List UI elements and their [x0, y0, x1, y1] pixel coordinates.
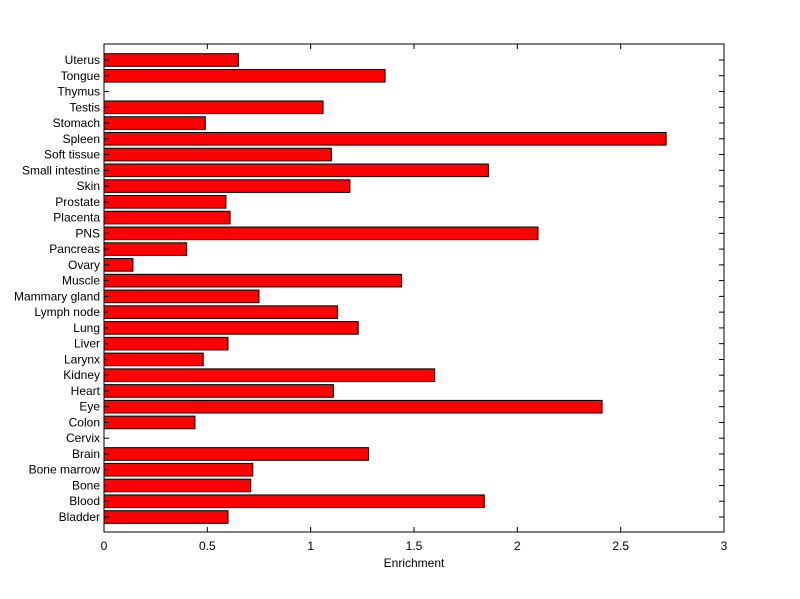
bar-eye [103, 399, 603, 414]
bar-bone [103, 478, 252, 493]
bar-stomach [103, 116, 206, 130]
bar-heart [103, 384, 334, 398]
y-tick-label: Blood [69, 494, 100, 508]
y-tick-label: Heart [71, 384, 101, 398]
bar-prostate [103, 195, 227, 209]
y-tick-label: Muscle [62, 274, 100, 288]
bar-tongue [103, 68, 386, 83]
bar-kidney [103, 368, 436, 382]
y-tick-label: Eye [79, 400, 100, 414]
y-tick-label: Bone [72, 478, 100, 492]
bar-larynx [103, 352, 204, 367]
x-tick-label: 1 [307, 539, 314, 553]
bar-lymph-node [103, 305, 339, 319]
bar-bone-marrow [103, 462, 254, 477]
bar-lung [103, 321, 359, 335]
y-tick-label: Thymus [57, 85, 100, 99]
y-tick-label: Larynx [64, 352, 100, 366]
bar-blood [103, 494, 485, 509]
y-tick-label: Colon [69, 415, 100, 429]
x-tick-label: 0.5 [199, 539, 216, 553]
y-tick-label: Soft tissue [44, 148, 100, 162]
y-tick-label: Bone marrow [29, 463, 101, 477]
bar-soft-tissue [103, 147, 332, 162]
bar-muscle [103, 273, 403, 288]
bar-spleen [103, 131, 667, 146]
bar-pns [103, 226, 539, 241]
bar-pancreas [103, 242, 188, 256]
plot-frame [103, 43, 725, 533]
y-tick-label: Cervix [66, 431, 100, 445]
bar-placenta [103, 210, 231, 225]
bar-bladder [103, 510, 229, 524]
y-tick-label: Lymph node [34, 305, 100, 319]
y-tick-label: Skin [77, 179, 100, 193]
y-tick-label: Uterus [65, 53, 100, 67]
bar-testis [103, 100, 324, 115]
bar-brain [103, 447, 370, 461]
y-tick-label: Lung [73, 321, 100, 335]
x-tick-label: 2.5 [612, 539, 629, 553]
y-tick-label: Bladder [59, 510, 100, 524]
y-tick-label: Ovary [68, 258, 100, 272]
y-tick-label: Spleen [63, 132, 100, 146]
y-tick-label: Pancreas [49, 242, 100, 256]
bar-mammary-gland [103, 289, 260, 304]
y-tick-label: Testis [69, 100, 100, 114]
bar-small-intestine [103, 163, 489, 178]
bar-skin [103, 179, 351, 193]
bar-colon [103, 415, 196, 430]
y-tick-label: Liver [74, 337, 100, 351]
y-tick-label: Brain [72, 447, 100, 461]
y-tick-label: Tongue [61, 69, 101, 83]
bar-liver [103, 336, 229, 351]
x-axis-label: Enrichment [384, 556, 445, 570]
y-tick-label: Prostate [55, 195, 100, 209]
y-tick-label: Placenta [53, 211, 100, 225]
y-tick-label: Stomach [53, 116, 100, 130]
x-tick-label: 1.5 [406, 539, 423, 553]
y-tick-label: Small intestine [22, 163, 100, 177]
bar-uterus [103, 53, 239, 67]
y-tick-label: Kidney [63, 368, 100, 382]
x-tick-label: 0 [101, 539, 108, 553]
y-tick-label: Mammary gland [14, 289, 100, 303]
y-tick-label: PNS [75, 226, 100, 240]
x-tick-label: 2 [514, 539, 521, 553]
x-tick-label: 3 [721, 539, 728, 553]
